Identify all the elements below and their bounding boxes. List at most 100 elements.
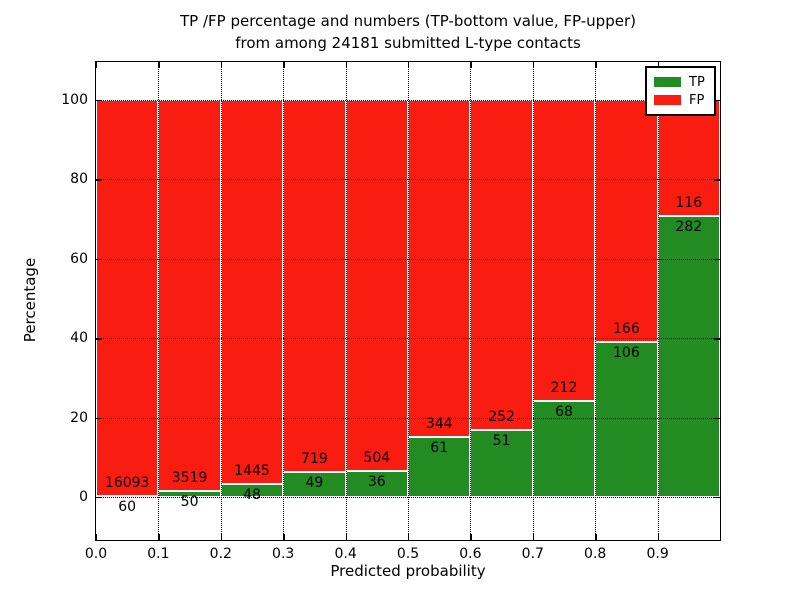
bar-segment-tp	[470, 430, 533, 497]
tp-count-label: 68	[555, 403, 573, 420]
fp-count-label: 719	[301, 450, 328, 467]
x-tick-label: 0.9	[646, 546, 669, 562]
y-tick-label: 0	[79, 489, 88, 505]
y-tick-mark	[714, 497, 720, 499]
y-tick-mark	[96, 417, 102, 419]
fp-count-label: 166	[613, 321, 640, 338]
legend-label-tp: TP	[689, 74, 705, 90]
bar-segment-fp	[345, 100, 408, 471]
bar-segment-fp	[470, 100, 533, 431]
x-tick-mark	[220, 534, 223, 540]
x-tick-mark	[220, 62, 223, 68]
tp-count-label: 60	[118, 498, 137, 515]
x-tick-label: 0.8	[584, 546, 607, 562]
v-gridline	[595, 62, 597, 540]
x-tick-mark	[408, 534, 410, 540]
bar-segment-tp	[532, 400, 596, 497]
x-tick-label: 0.5	[396, 546, 420, 562]
x-axis-label: Predicted probability	[330, 562, 486, 580]
legend-row-tp: TP	[654, 73, 714, 91]
x-tick-label: 0.4	[334, 546, 357, 562]
y-tick-mark	[96, 497, 102, 499]
bar-segment-fp	[96, 100, 159, 496]
x-tick-label: 0.3	[272, 546, 295, 562]
x-tick-mark	[345, 534, 347, 540]
legend-label-fp: FP	[689, 92, 705, 108]
bar-segment-fp	[283, 100, 346, 472]
bar-segment-fp	[532, 100, 596, 401]
y-tick-label: 40	[70, 330, 88, 347]
tp-count-label: 36	[367, 473, 386, 490]
x-tick-label: 0.6	[459, 546, 482, 562]
v-gridline	[408, 62, 409, 540]
v-gridline	[470, 62, 472, 540]
x-tick-mark	[595, 62, 597, 68]
legend: TP FP	[645, 66, 716, 116]
tp-count-label: 49	[305, 474, 324, 491]
v-gridline	[657, 62, 659, 540]
bar-segment-tp	[408, 437, 471, 497]
x-tick-mark	[657, 62, 659, 68]
tp-count-label: 48	[243, 487, 261, 504]
v-gridline	[220, 62, 222, 540]
y-tick-label: 20	[70, 409, 88, 426]
fp-count-label: 212	[550, 379, 578, 396]
x-tick-mark	[96, 534, 98, 540]
y-tick-label: 80	[70, 171, 88, 188]
chart-title-line2: from among 24181 submitted L-type contac…	[235, 34, 581, 52]
y-tick-mark	[96, 338, 102, 340]
x-tick-mark	[532, 534, 535, 540]
y-tick-label: 100	[61, 92, 88, 108]
bar-segment-fp	[595, 100, 658, 343]
y-tick-mark	[714, 179, 720, 181]
y-tick-mark	[96, 100, 102, 102]
bar-segment-tp	[345, 470, 408, 497]
x-tick-label: 0.0	[84, 546, 108, 562]
v-gridline	[345, 62, 347, 540]
bar-segment-fp	[408, 100, 471, 438]
legend-swatch-tp	[654, 77, 681, 87]
x-tick-mark	[158, 534, 160, 540]
bar-segment-tp	[283, 471, 346, 497]
tp-count-label: 51	[492, 433, 511, 450]
x-tick-label: 0.1	[147, 546, 170, 562]
x-tick-label: 0.7	[521, 546, 544, 562]
y-tick-mark	[96, 258, 102, 261]
legend-row-fp: FP	[654, 91, 714, 109]
fp-count-label: 344	[425, 416, 453, 433]
y-tick-mark	[96, 179, 102, 181]
x-tick-mark	[595, 534, 597, 540]
bar-segment-tp	[595, 342, 658, 497]
y-tick-mark	[714, 417, 720, 419]
fp-count-label: 504	[363, 449, 391, 466]
fp-count-label: 116	[675, 194, 703, 211]
x-tick-mark	[283, 534, 285, 540]
y-tick-mark	[714, 100, 720, 102]
v-gridline	[158, 62, 160, 540]
x-tick-mark	[96, 62, 98, 68]
x-tick-mark	[408, 62, 410, 68]
y-axis-label: Percentage	[21, 257, 39, 343]
fp-count-label: 1445	[234, 463, 270, 480]
y-tick-label: 60	[70, 250, 88, 267]
tp-count-label: 50	[180, 494, 199, 511]
x-tick-mark	[158, 62, 160, 68]
chart-title: TP /FP percentage and numbers (TP-bottom…	[96, 10, 720, 54]
x-tick-label: 0.2	[209, 546, 232, 562]
plot-area: 16093 60 3519 50 1445 48 719 49 504 36 344 61 252 51 2…	[95, 61, 721, 541]
tp-count-label: 282	[675, 218, 703, 235]
legend-swatch-fp	[654, 95, 681, 105]
x-tick-mark	[345, 62, 347, 68]
x-tick-mark	[657, 534, 659, 540]
fp-count-label: 252	[488, 409, 515, 426]
fp-count-label: 16093	[104, 474, 150, 491]
v-gridline	[532, 62, 534, 540]
bar-segment-fp	[158, 100, 221, 492]
chart-title-line1: TP /FP percentage and numbers (TP-bottom…	[180, 12, 636, 30]
y-tick-mark	[714, 338, 720, 340]
fp-count-label: 3519	[171, 470, 208, 487]
bar-segment-fp	[657, 100, 720, 216]
v-gridline	[283, 62, 285, 540]
x-tick-mark	[532, 62, 535, 68]
